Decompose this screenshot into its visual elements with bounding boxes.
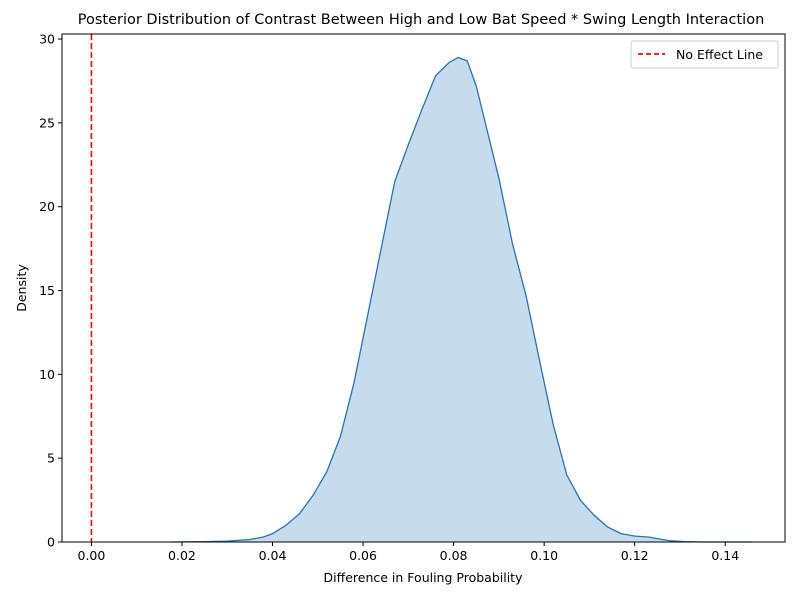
y-tick-label: 10 bbox=[39, 367, 55, 382]
x-tick-label: 0.08 bbox=[440, 548, 468, 563]
legend: No Effect Line bbox=[630, 40, 779, 69]
y-tick-label: 15 bbox=[39, 283, 55, 298]
legend-box bbox=[630, 40, 779, 69]
x-tick-label: 0.02 bbox=[168, 548, 196, 563]
chart-title: Posterior Distribution of Contrast Betwe… bbox=[78, 12, 765, 28]
x-tick-label: 0.04 bbox=[259, 548, 287, 563]
legend-label-no-effect-line: No Effect Line bbox=[676, 47, 763, 62]
axis-layer: 0.00 0.02 0.04 0.06 0.08 0.10 0.12 0.14 0 5 10 15 20… bbox=[39, 32, 786, 563]
x-tick-label: 0.14 bbox=[711, 548, 739, 563]
x-tick-label: 0.10 bbox=[530, 548, 558, 563]
y-tick-label: 5 bbox=[47, 451, 55, 466]
y-tick-label: 25 bbox=[39, 115, 55, 130]
density-area-0 bbox=[170, 57, 753, 542]
x-tick-label: 0.06 bbox=[349, 548, 377, 563]
y-tick-label: 20 bbox=[39, 199, 55, 214]
plot-layer bbox=[90, 34, 753, 543]
y-tick-label: 0 bbox=[47, 535, 55, 550]
y-axis-label: Density bbox=[14, 264, 29, 312]
density-line-0 bbox=[170, 56, 753, 543]
x-tick-label: 0.00 bbox=[78, 548, 106, 563]
y-tick-label: 30 bbox=[39, 32, 55, 47]
x-axis-label: Difference in Fouling Probability bbox=[324, 570, 524, 585]
plot-frame bbox=[61, 33, 786, 543]
x-tick-label: 0.12 bbox=[621, 548, 649, 563]
